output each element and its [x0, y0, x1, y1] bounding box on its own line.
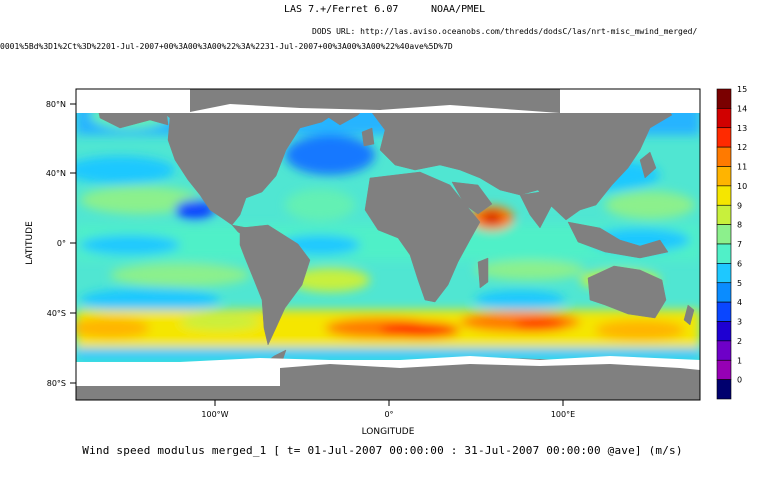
land-se-asia-islands [567, 221, 669, 259]
software-label: LAS 7.+/Ferret 6.07 [284, 4, 399, 15]
land-overlays [76, 89, 700, 400]
land-japan [639, 151, 657, 179]
colorbar-swatch [716, 224, 732, 245]
y-tick-label: 80°S [47, 379, 66, 388]
wind-cell [110, 263, 250, 287]
colorbar-label: 13 [737, 124, 747, 133]
y-tick-label: 40°N [46, 169, 66, 178]
colorbar-label: 10 [737, 182, 747, 191]
colorbar-label: 11 [737, 163, 747, 172]
wind-cell [605, 191, 695, 219]
land-uk [361, 127, 375, 147]
map-frame [75, 88, 701, 401]
colorbar-swatch [716, 321, 732, 342]
map-figure: 80°N 40°N 0° 40°S 80°S 100°W 0° 100°E LO… [25, 85, 747, 437]
x-tick-label: 0° [384, 410, 393, 419]
y-tick-label: 40°S [47, 309, 66, 318]
land-antarctica-shelf [280, 364, 700, 386]
colorbar-swatch [716, 243, 732, 264]
colorbar-swatch [716, 127, 732, 148]
map-panel [76, 89, 700, 400]
x-axis-title: LONGITUDE [362, 427, 415, 437]
wind-cell [515, 319, 565, 331]
colorbar-label: 8 [737, 221, 742, 230]
land-arabia [451, 181, 493, 215]
land-africa [364, 171, 481, 303]
colorbar-label: 9 [737, 201, 742, 210]
colorbar-label: 12 [737, 143, 747, 152]
colorbar-label: 1 [737, 356, 742, 365]
colorbar-label: 15 [737, 85, 747, 94]
colorbar-swatch [716, 108, 732, 129]
land-south-america [239, 224, 311, 346]
wind-cell [475, 290, 565, 310]
wind-cell [285, 135, 375, 175]
colorbar-label: 0 [737, 376, 742, 385]
wind-cell [80, 288, 220, 312]
colorbar-swatch [716, 379, 732, 400]
wind-cell [76, 318, 150, 338]
land-arctic-top [190, 89, 560, 113]
y-tick-label: 0° [57, 239, 66, 248]
wind-cell [80, 186, 200, 214]
wind-cell [180, 314, 260, 330]
y-tick-label: 80°N [46, 100, 66, 109]
dods-url-label: DODS URL: http://las.aviso.oceanobs.com/… [312, 27, 698, 36]
colorbar-swatch [716, 263, 732, 284]
wind-cell [595, 320, 685, 340]
wind-cell [482, 212, 502, 224]
land-australia [587, 265, 667, 319]
land-madagascar [477, 257, 489, 289]
colorbar-label: 5 [737, 279, 742, 288]
map-caption: Wind speed modulus merged_1 [ t= 01-Jul-… [82, 444, 683, 457]
colorbar-swatch [716, 204, 732, 225]
colorbar-swatch [716, 301, 732, 322]
wind-cell [76, 156, 175, 184]
colorbar-swatch [716, 166, 732, 187]
colorbar-swatch [716, 88, 732, 109]
wind-band [76, 348, 700, 360]
colorbar-swatch [716, 146, 732, 167]
y-axis-title: LATITUDE [25, 221, 35, 265]
y-axis [70, 103, 76, 384]
colorbar-swatch [716, 359, 732, 380]
colorbar-label: 7 [737, 240, 742, 249]
x-tick-label: 100°E [551, 410, 575, 419]
x-axis [214, 400, 564, 406]
colorbar-swatch [716, 282, 732, 303]
wind-cell [380, 322, 460, 338]
colorbar-swatch [716, 340, 732, 361]
colorbar-label: 2 [737, 337, 742, 346]
colorbar-label: 3 [737, 318, 742, 327]
land-antarctica-core [76, 386, 700, 400]
colorbar-swatch [716, 185, 732, 206]
query-string-label: 0001%5Bd%3D1%2Ct%3D%2201-Jul-2007+00%3A0… [0, 42, 453, 51]
colorbar-label: 6 [737, 259, 742, 268]
wind-cell [175, 200, 215, 220]
wind-cell [475, 260, 585, 280]
organization-label: NOAA/PMEL [431, 4, 486, 15]
wind-cell [285, 189, 355, 221]
land-new-zealand [683, 304, 695, 326]
land-india [519, 191, 553, 229]
colorbar-label: 4 [737, 298, 742, 307]
x-tick-label: 100°W [201, 410, 228, 419]
wind-cell [80, 235, 180, 255]
colorbar-label: 14 [737, 104, 747, 113]
wind-cell [290, 268, 370, 292]
